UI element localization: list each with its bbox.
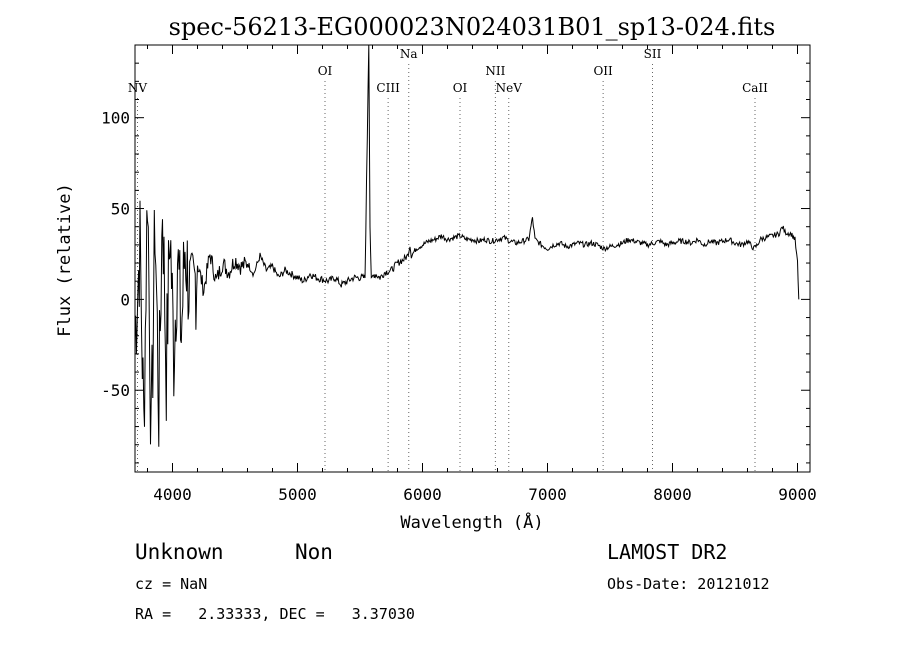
- y-tick-label: 50: [111, 200, 130, 219]
- y-axis-label: Flux (relative): [55, 183, 75, 337]
- spectrum-series: [134, 44, 800, 447]
- y-tick-label: 100: [101, 109, 130, 128]
- object-class: Unknown: [135, 540, 224, 564]
- line-label-ciii: CIII: [376, 81, 400, 95]
- line-label-nv: NV: [128, 81, 148, 95]
- y-tick-label: 0: [120, 290, 130, 309]
- y-tick-label: -50: [101, 381, 130, 400]
- spectral-line-markers: NV OI CIII Na OI NII NeV OII SII CaII: [128, 47, 768, 472]
- axes: 4000 5000 6000 7000 8000 9000 -50 0 50 100: [101, 44, 817, 504]
- line-label-oii: OII: [593, 64, 613, 78]
- coordinates: RA = 2.33333, DEC = 3.37030: [135, 605, 415, 623]
- line-label-oi: OI: [318, 64, 333, 78]
- x-axis-label: Wavelength (Å): [400, 511, 543, 533]
- x-tick-label: 5000: [278, 485, 317, 504]
- spectrum-line: [134, 44, 800, 447]
- survey-name: LAMOST DR2: [607, 540, 728, 564]
- line-label-na: Na: [400, 47, 418, 61]
- x-tick-label: 6000: [403, 485, 442, 504]
- chart-title: spec-56213-EG000023N024031B01_sp13-024.f…: [169, 13, 776, 41]
- line-label-sii: SII: [644, 47, 662, 61]
- x-tick-label: 8000: [653, 485, 692, 504]
- cz-value: cz = NaN: [135, 575, 208, 593]
- line-label-caii: CaII: [742, 81, 768, 95]
- line-label-nii: NII: [485, 64, 505, 78]
- object-subclass: Non: [295, 540, 333, 564]
- x-tick-label: 9000: [778, 485, 817, 504]
- line-label-oi: OI: [453, 81, 468, 95]
- x-tick-label: 4000: [153, 485, 192, 504]
- obs-date: Obs-Date: 20121012: [607, 575, 770, 593]
- x-tick-label: 7000: [528, 485, 567, 504]
- line-label-nev: NeV: [496, 81, 523, 95]
